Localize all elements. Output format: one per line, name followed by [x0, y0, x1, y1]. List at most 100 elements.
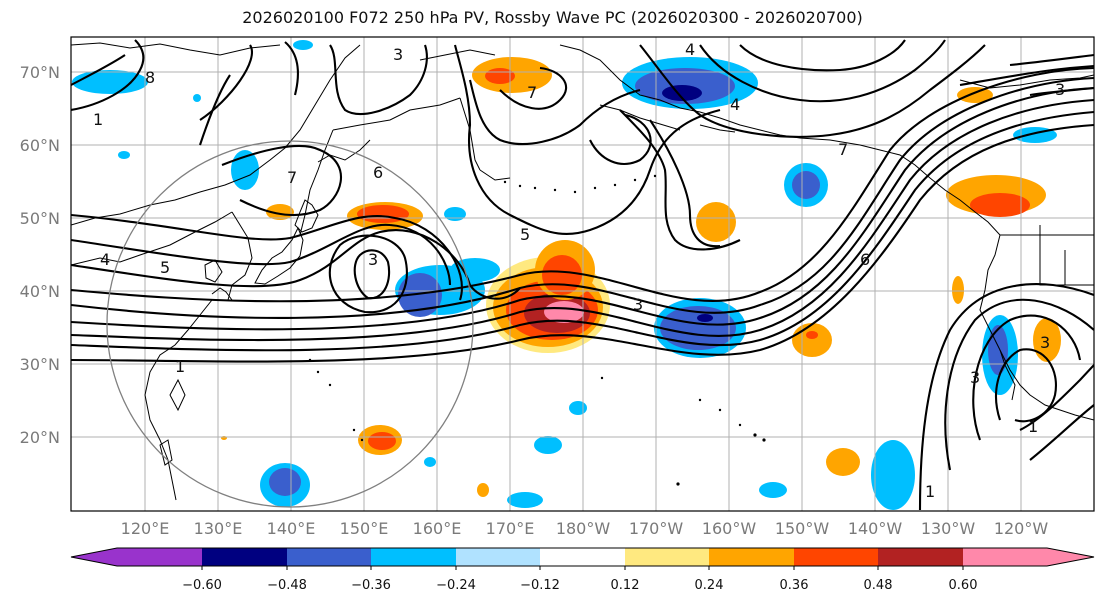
colorbar-segment	[709, 548, 794, 566]
positive-anomaly	[957, 87, 993, 103]
map-title: 2026020100 F072 250 hPa PV, Rossby Wave …	[242, 8, 863, 27]
colorbar-segment	[287, 548, 371, 566]
colorbar: −0.60 −0.48 −0.36 −0.24 −0.12 0.12 0.24 …	[70, 547, 1095, 593]
lon-label: 150°W	[775, 519, 830, 538]
positive-anomaly	[970, 193, 1030, 217]
lat-label: 50°N	[20, 209, 60, 228]
negative-anomaly	[534, 436, 562, 454]
colorbar-tick-label: −0.24	[436, 578, 476, 593]
negative-anomaly	[662, 85, 702, 101]
positive-anomaly	[368, 432, 396, 450]
islands	[308, 174, 766, 486]
lon-label: 170°W	[629, 519, 684, 538]
lon-label: 180°W	[556, 519, 611, 538]
negative-anomaly	[871, 440, 915, 510]
colorbar-tick-label: 0.12	[611, 578, 640, 593]
map-panel: 8 1 3 4 4 7 7 6 7 4 5 3 5 3 1 6 3 1 1 3 …	[71, 37, 1094, 511]
negative-anomaly	[398, 273, 442, 317]
negative-anomaly	[660, 306, 736, 350]
colorbar-tick-label: −0.36	[351, 578, 391, 593]
lon-label: 120°E	[121, 519, 170, 538]
positive-anomaly	[696, 202, 736, 242]
contour-label: 3	[393, 45, 403, 64]
contour-label: 8	[145, 68, 155, 87]
negative-anomaly	[118, 151, 130, 159]
map-frame	[70, 36, 1095, 512]
contour-label: 5	[520, 225, 530, 244]
lon-label: 140°E	[267, 519, 316, 538]
colorbar-segment	[202, 548, 287, 566]
contour-label: 6	[860, 250, 870, 269]
colorbar-segment	[371, 548, 456, 566]
negative-anomaly	[193, 94, 201, 102]
positive-anomaly	[1033, 318, 1061, 362]
negative-anomaly	[697, 314, 713, 322]
contour-label: 1	[1028, 417, 1038, 436]
positive-anomaly	[542, 255, 582, 295]
colorbar-tick-label: 0.48	[864, 578, 893, 593]
lon-label: 170°E	[486, 519, 535, 538]
contour-label: 7	[287, 168, 297, 187]
negative-anomaly	[792, 171, 820, 199]
graticule	[71, 37, 1094, 511]
positive-anomaly	[477, 483, 489, 497]
contour-label: 6	[373, 163, 383, 182]
lon-label: 140°W	[848, 519, 903, 538]
colorbar-extend-max	[1047, 548, 1094, 566]
lon-label: 130°W	[921, 519, 976, 538]
contour-label: 1	[93, 110, 103, 129]
lat-label: 70°N	[20, 63, 60, 82]
contour-label: 3	[1040, 333, 1050, 352]
lat-label: 40°N	[20, 282, 60, 301]
focus-circle	[106, 140, 474, 508]
colorbar-segment	[456, 548, 540, 566]
colorbar-tick-label: 0.36	[780, 578, 809, 593]
colorbar-segment	[625, 548, 709, 566]
longitude-labels: 120°E 130°E 140°E 150°E 160°E 170°E 180°…	[121, 519, 1049, 538]
positive-anomaly	[792, 323, 832, 357]
pv-contours	[71, 39, 1094, 511]
contour-labels: 8 1 3 4 4 7 7 6 7 4 5 3 5 3 1 6 3 1 1 3 …	[93, 40, 1065, 501]
contour-label: 4	[685, 40, 695, 59]
lat-label: 20°N	[20, 428, 60, 447]
negative-anomaly	[444, 207, 466, 221]
colorbar-tick-label: 0.60	[949, 578, 978, 593]
negative-anomaly	[293, 40, 313, 50]
lat-label: 30°N	[20, 355, 60, 374]
positive-anomaly	[266, 204, 294, 220]
contour-label: 1	[925, 482, 935, 501]
contour-label: 5	[160, 258, 170, 277]
colorbar-extend-min	[71, 548, 117, 566]
lat-label: 60°N	[20, 136, 60, 155]
contour-label: 7	[527, 83, 537, 102]
lon-label: 120°W	[994, 519, 1049, 538]
contour-label: 4	[730, 95, 740, 114]
colorbar-segment	[794, 548, 878, 566]
contour-label: 3	[368, 250, 378, 269]
lon-label: 130°E	[194, 519, 243, 538]
lon-label: 160°E	[413, 519, 462, 538]
colorbar-segment	[117, 548, 202, 566]
colorbar-tick-label: −0.60	[182, 578, 222, 593]
colorbar-segment	[540, 548, 625, 566]
positive-anomaly	[357, 205, 409, 223]
contour-label: 3	[970, 368, 980, 387]
colorbar-segment	[878, 548, 963, 566]
lon-label: 150°E	[340, 519, 389, 538]
latitude-labels: 70°N 60°N 50°N 40°N 30°N 20°N	[20, 63, 60, 447]
colorbar-outline	[70, 547, 1095, 567]
positive-anomaly	[952, 276, 964, 304]
colorbar-tick-label: 0.24	[695, 578, 724, 593]
lon-label: 160°W	[702, 519, 757, 538]
negative-anomaly	[72, 70, 148, 94]
negative-anomaly	[988, 325, 1008, 375]
positive-anomaly	[544, 301, 584, 323]
contour-label: 3	[1055, 80, 1065, 99]
contour-label: 4	[100, 250, 110, 269]
colorbar-tick-label: −0.48	[267, 578, 307, 593]
positive-anomaly	[826, 448, 860, 476]
contour-label: 7	[838, 140, 848, 159]
negative-anomaly	[569, 401, 587, 415]
colorbar-tick-label: −0.12	[520, 578, 560, 593]
